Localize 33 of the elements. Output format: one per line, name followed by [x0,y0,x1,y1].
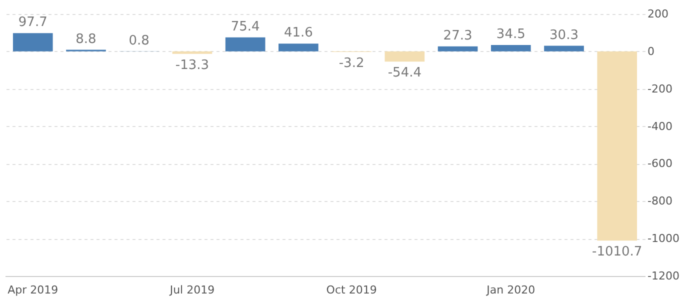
bar [490,44,531,52]
data-label: -54.4 [388,66,422,81]
data-label: 41.6 [284,26,313,41]
bar [225,37,266,52]
bar [597,51,638,241]
bar [438,46,478,52]
data-label: 8.8 [76,32,96,47]
data-label: 75.4 [230,19,260,34]
y-tick-label: -1000 [648,232,680,246]
bar [172,51,212,54]
y-tick-label: 0 [648,44,654,58]
data-label: 34.5 [496,26,526,42]
y-tick-label: -400 [648,120,672,133]
bar [278,44,318,52]
data-label: 97.7 [18,15,48,30]
data-label: 30.3 [550,28,578,43]
data-label: 27.3 [443,28,472,44]
data-label: -1010.7 [592,244,642,260]
x-tick-label: Jul 2019 [168,284,215,296]
bar [384,51,425,62]
bar [12,33,53,52]
y-tick-label: 200 [648,8,668,20]
x-tick-label: Jan 2020 [486,284,536,296]
x-tick-label: Apr 2019 [8,284,58,296]
y-tick-label: -600 [648,157,672,170]
y-tick-label: -800 [648,194,672,208]
bar [544,46,584,52]
data-label: -3.2 [338,56,364,72]
data-label: 0.8 [128,33,150,48]
y-tick-label: -200 [648,82,672,96]
y-tick-label: -1200 [648,270,680,282]
data-label: -13.3 [175,58,210,73]
x-tick-label: Oct 2019 [326,284,377,296]
